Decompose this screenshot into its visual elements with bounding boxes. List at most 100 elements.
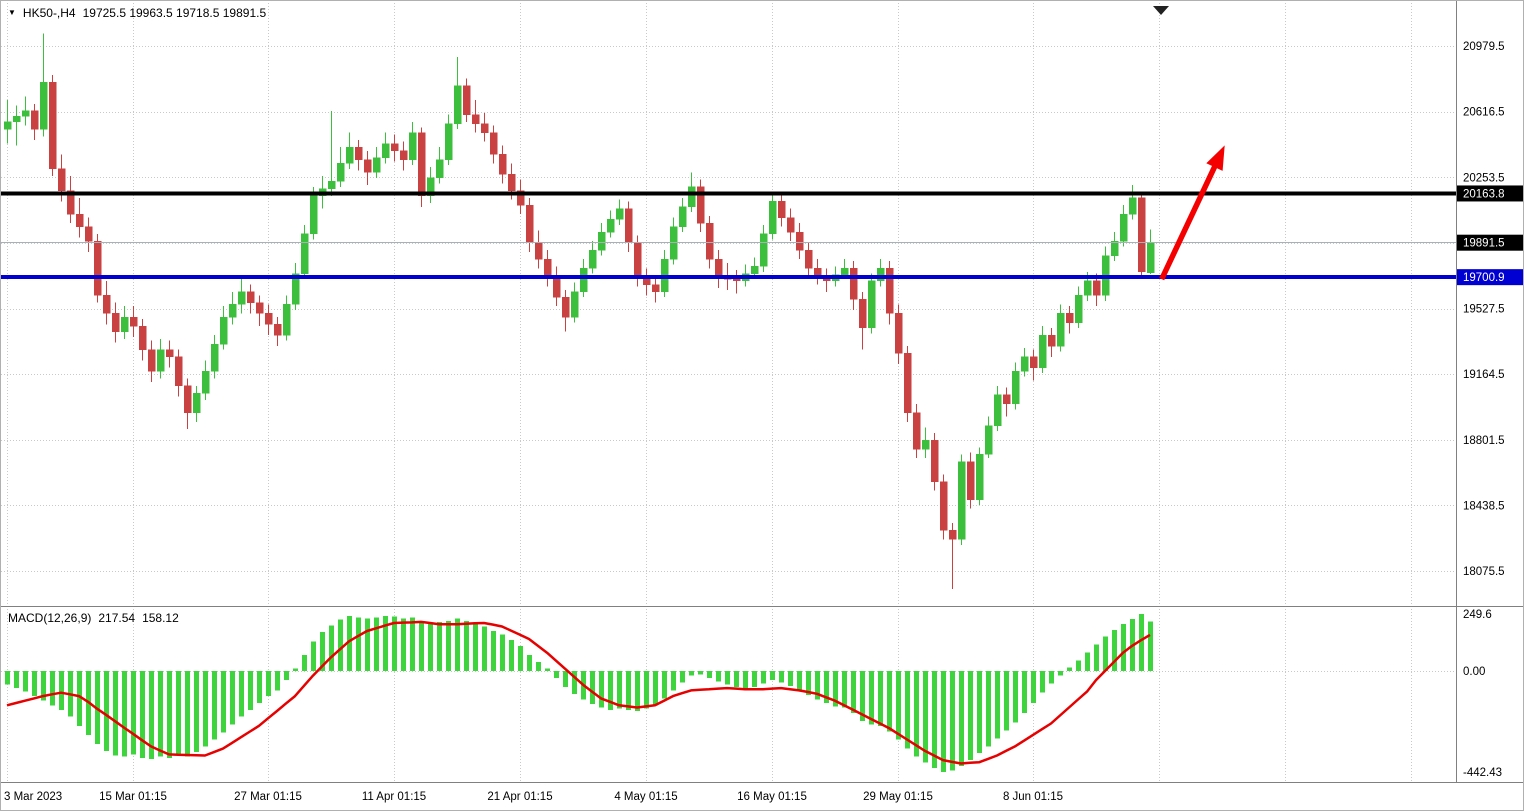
- macd-bar: [1094, 644, 1099, 671]
- price-tick-label: 18075.5: [1463, 566, 1505, 578]
- macd-bar: [1148, 621, 1153, 671]
- candle: [1020, 347, 1029, 377]
- macd-bar: [536, 661, 541, 671]
- macd-bar: [41, 671, 46, 701]
- candle: [1029, 349, 1038, 381]
- macd-bar: [707, 671, 712, 678]
- candle: [408, 121, 417, 166]
- macd-bar: [959, 671, 964, 766]
- candle: [300, 224, 309, 280]
- price-tick-label: 20979.5: [1463, 41, 1505, 53]
- macd-bar: [860, 671, 865, 722]
- candle: [138, 318, 147, 361]
- candle: [957, 454, 966, 545]
- trend-arrow[interactable]: [1159, 145, 1225, 281]
- candle: [219, 306, 228, 350]
- macd-bar: [932, 671, 937, 769]
- candle: [66, 176, 75, 224]
- candle: [1002, 387, 1011, 417]
- candle: [642, 268, 651, 296]
- candle: [705, 215, 714, 269]
- macd-bar: [1121, 624, 1126, 671]
- chart-shift-marker-icon[interactable]: [1153, 6, 1169, 15]
- macd-bar: [689, 671, 694, 676]
- macd-bar: [239, 671, 244, 717]
- macd-bar: [23, 671, 28, 692]
- candle: [1074, 286, 1083, 328]
- time-tick-label: 3 Mar 2023: [4, 791, 62, 803]
- time-tick-label: 11 Apr 01:15: [362, 791, 426, 803]
- candle: [912, 403, 921, 459]
- macd-tick-label: 249.6: [1463, 609, 1492, 621]
- macd-bar: [878, 671, 883, 726]
- macd-bar: [221, 671, 226, 733]
- macd-bar: [734, 671, 739, 687]
- macd-signal-line: [6, 620, 1151, 765]
- candle: [930, 432, 939, 491]
- macd-bar: [518, 645, 523, 671]
- candle: [489, 125, 498, 164]
- macd-histogram-layer: [5, 614, 1153, 773]
- price-tick-label: 19164.5: [1463, 369, 1505, 381]
- macd-bar: [329, 625, 334, 671]
- macd-bar: [176, 671, 181, 756]
- candle: [1137, 192, 1146, 278]
- candle: [714, 250, 723, 289]
- candle: [93, 233, 102, 303]
- macd-bar: [455, 618, 460, 671]
- candle: [966, 452, 975, 509]
- time-tick-label: 16 May 01:15: [737, 791, 807, 803]
- macd-bar: [896, 671, 901, 740]
- macd-bar: [1112, 629, 1117, 671]
- candle: [777, 194, 786, 227]
- candle: [84, 217, 93, 253]
- macd-bar: [149, 671, 154, 759]
- price-tick-label: 18438.5: [1463, 500, 1505, 512]
- macd-bar: [122, 671, 127, 757]
- macd-bar: [113, 671, 118, 756]
- macd-bar: [59, 671, 64, 710]
- candle: [903, 346, 912, 422]
- time-scale[interactable]: 3 Mar 2023 15 Mar 01:15 27 Mar 01:15 11 Apr…: [4, 791, 1063, 803]
- macd-bar: [5, 671, 10, 685]
- candle: [354, 139, 363, 171]
- candle: [894, 304, 903, 365]
- macd-bar: [77, 671, 82, 726]
- price-tick-label: 19527.5: [1463, 304, 1505, 316]
- macd-bar: [797, 671, 802, 691]
- macd-bar: [302, 655, 307, 671]
- candle: [273, 317, 282, 347]
- candle: [1101, 246, 1110, 301]
- macd-bar: [293, 668, 298, 671]
- time-tick-label: 21 Apr 01:15: [487, 791, 552, 803]
- macd-bar: [1013, 671, 1018, 723]
- candle: [732, 270, 741, 294]
- candle: [1038, 326, 1047, 374]
- macd-bar: [743, 671, 748, 689]
- candle: [264, 304, 273, 336]
- candle: [876, 259, 885, 287]
- macd-bar: [725, 671, 730, 685]
- candle: [570, 282, 579, 323]
- macd-tick-label: 0.00: [1463, 666, 1485, 678]
- candle: [1065, 306, 1074, 334]
- candle: [192, 385, 201, 422]
- macd-bar: [275, 671, 280, 691]
- candle: [111, 302, 120, 343]
- price-badge: 19891.5: [1457, 234, 1523, 251]
- candle: [345, 132, 354, 169]
- candle: [174, 349, 183, 397]
- time-tick-label: 29 May 01:15: [863, 791, 933, 803]
- macd-bar: [554, 671, 559, 678]
- macd-bar: [464, 620, 469, 671]
- candle: [39, 33, 48, 137]
- price-scale[interactable]: 20979.5 20616.5 20253.5 19891.5 19527.5 19164…: [1463, 41, 1505, 779]
- macd-bar: [1040, 671, 1045, 693]
- candle: [1056, 304, 1065, 352]
- macd-bar: [761, 671, 766, 684]
- macd-name-label: MACD(12,26,9): [8, 611, 92, 625]
- macd-bar: [545, 668, 550, 671]
- candle: [669, 217, 678, 265]
- candle: [12, 105, 21, 146]
